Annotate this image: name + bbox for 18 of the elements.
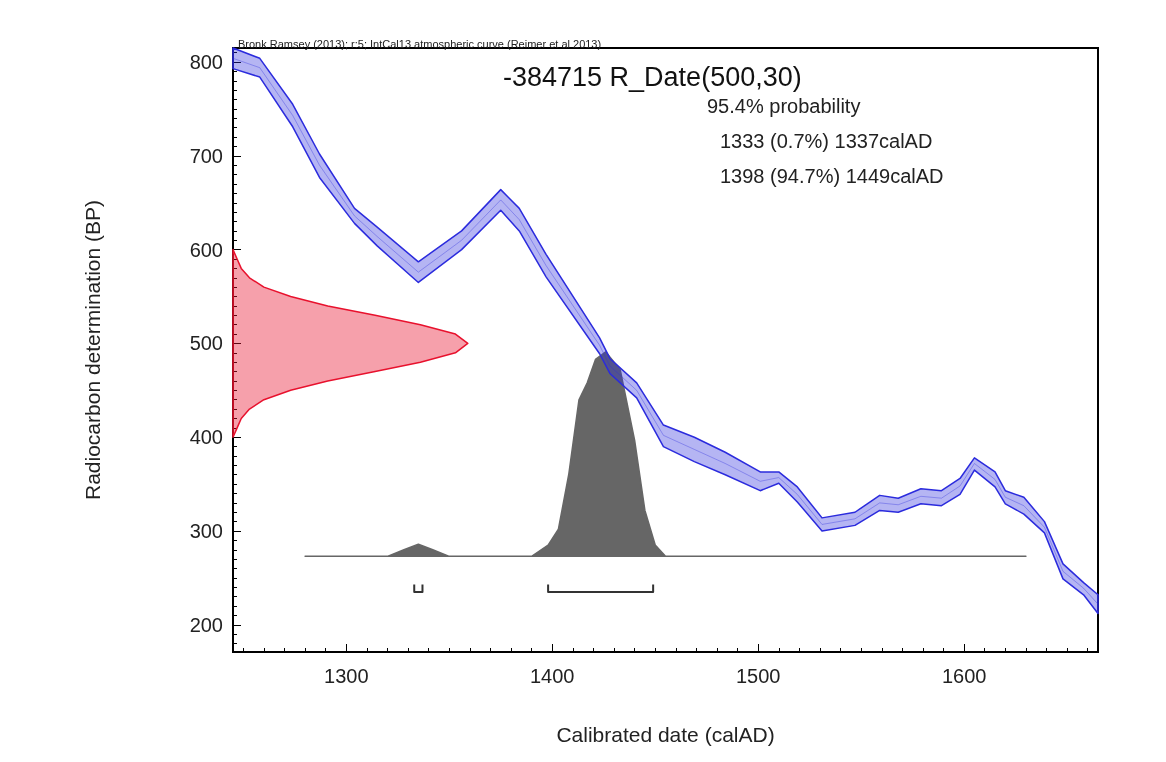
y-tick-label: 400	[189, 426, 223, 449]
x-tick-label: 1400	[529, 665, 575, 687]
y-tick-label: 500	[189, 332, 223, 355]
annotation: 1333 (0.7%) 1337calAD	[720, 130, 933, 152]
y-tick-label: 800	[189, 51, 223, 74]
annotation: 1398 (94.7%) 1449calAD	[720, 165, 944, 187]
x-tick-label: 1300	[324, 665, 369, 687]
y-tick-label: 600	[189, 238, 223, 261]
text: -384715 R_Date(500,30)	[503, 61, 802, 92]
y-tick-label: 200	[189, 613, 223, 636]
chart-subtitle: Bronk Ramsey (2013); r:5; IntCal13 atmospheric curve (Reimer et al 2013)	[238, 37, 602, 50]
x-axis-title: Calibrated date (calAD)	[556, 723, 775, 746]
y-tick-label: 300	[189, 520, 223, 543]
x-tick-label: 1500	[735, 665, 781, 687]
y-tick-label: 700	[189, 144, 223, 167]
y-axis-title: Radiocarbon determination (BP)	[81, 200, 104, 500]
annotation: 95.4% probability	[707, 95, 861, 117]
x-tick-label: 1600	[941, 665, 987, 687]
